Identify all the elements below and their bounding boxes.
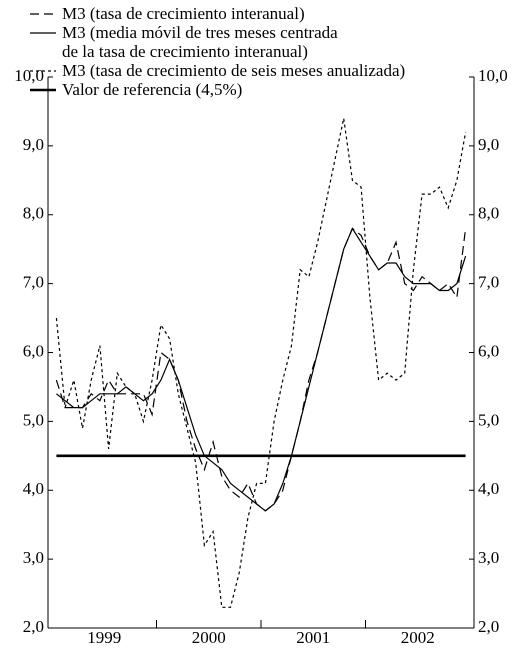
legend-swatch xyxy=(30,70,56,72)
y-tick-label: 3,0 xyxy=(23,548,44,567)
y-tick-label: 6,0 xyxy=(23,341,44,360)
legend-label: M3 (tasa de crecimiento de seis meses an… xyxy=(62,61,406,80)
y-tick-label: 2,0 xyxy=(23,617,44,636)
x-tick-label: 2002 xyxy=(401,628,435,647)
y2-tick-label: 9,0 xyxy=(478,135,499,154)
legend-entry: Valor de referencia (4,5%) xyxy=(28,80,405,99)
legend-label: M3 (tasa de crecimiento interanual) xyxy=(62,4,305,23)
y-tick-label: 7,0 xyxy=(23,273,44,292)
legend-swatch xyxy=(30,32,56,34)
y-tick-label: 4,0 xyxy=(23,479,44,498)
legend-entry: M3 (media móvil de tres meses centrada d… xyxy=(28,23,405,61)
y-tick-label: 8,0 xyxy=(23,204,44,223)
y2-tick-label: 10,0 xyxy=(478,66,508,85)
y-tick-label: 9,0 xyxy=(23,135,44,154)
y2-tick-label: 7,0 xyxy=(478,273,499,292)
legend-label: M3 (media móvil de tres meses centrada d… xyxy=(62,23,338,61)
x-tick-label: 1999 xyxy=(87,628,121,647)
legend-label: Valor de referencia (4,5%) xyxy=(62,80,243,99)
y2-tick-label: 6,0 xyxy=(478,341,499,360)
y2-tick-label: 3,0 xyxy=(478,548,499,567)
x-tick-label: 2000 xyxy=(192,628,226,647)
y2-tick-label: 2,0 xyxy=(478,617,499,636)
x-tick-label: 2001 xyxy=(296,628,330,647)
legend-entry: M3 (tasa de crecimiento de seis meses an… xyxy=(28,61,405,80)
y2-tick-label: 4,0 xyxy=(478,479,499,498)
series-line xyxy=(55,227,467,512)
legend: M3 (tasa de crecimiento interanual) M3 (m… xyxy=(28,4,405,99)
y-tick-label: 5,0 xyxy=(23,410,44,429)
y2-tick-label: 8,0 xyxy=(478,204,499,223)
legend-entry: M3 (tasa de crecimiento interanual) xyxy=(28,4,405,23)
series-line xyxy=(55,118,467,608)
y2-tick-label: 5,0 xyxy=(478,410,499,429)
series-line xyxy=(56,227,467,512)
legend-swatch xyxy=(30,88,56,92)
legend-swatch xyxy=(30,13,56,15)
